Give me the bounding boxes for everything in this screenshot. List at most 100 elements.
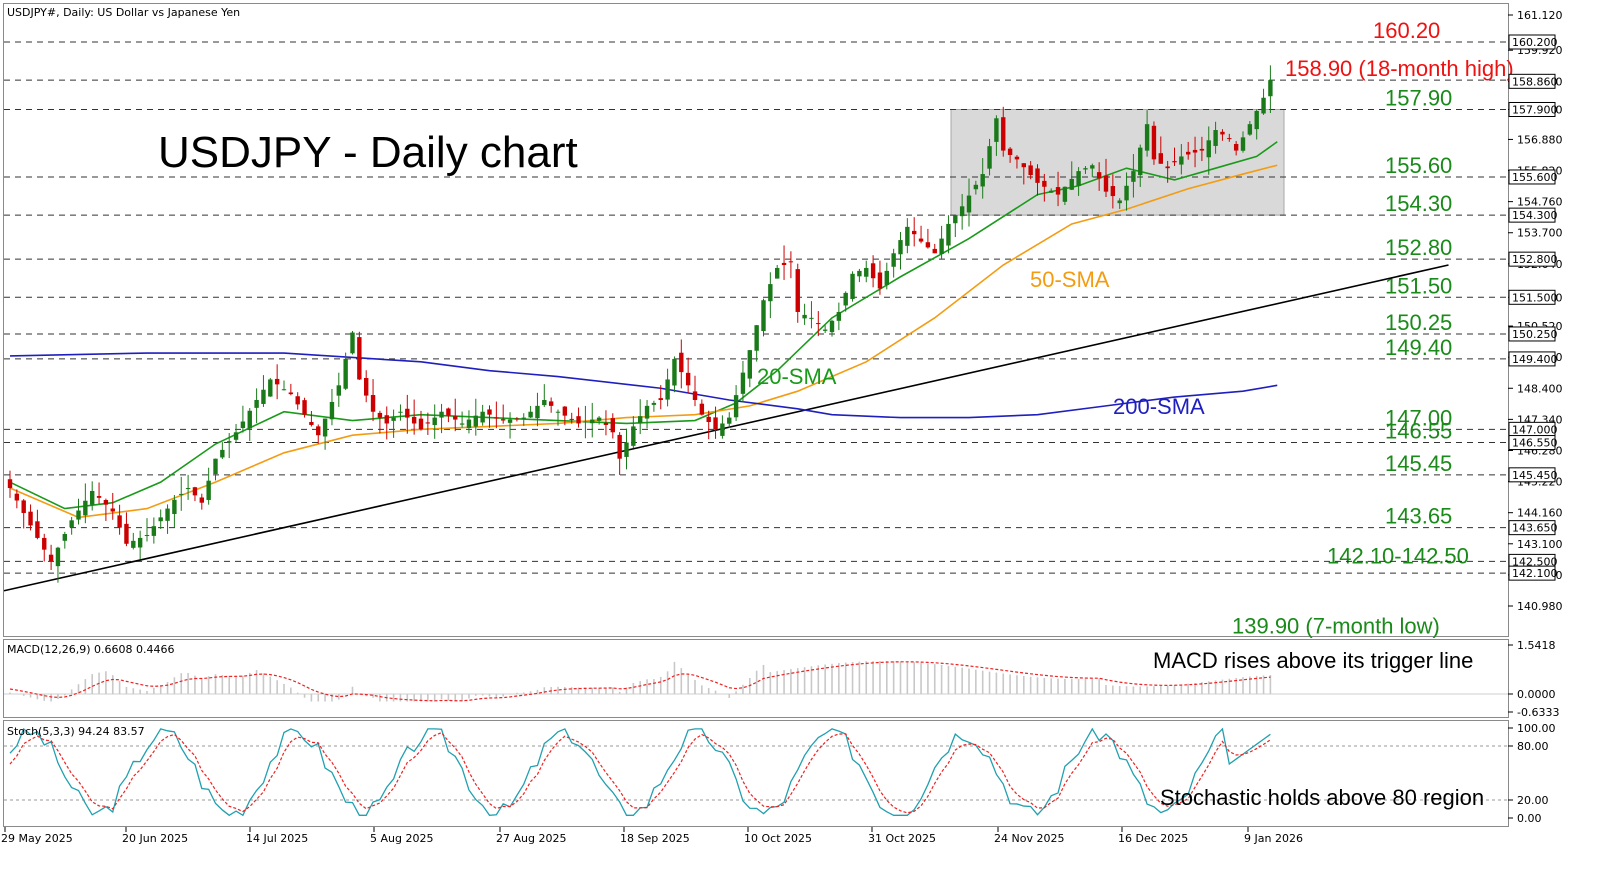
candle-body xyxy=(1131,171,1136,182)
candle-body xyxy=(912,230,917,235)
candle-body xyxy=(1158,153,1163,164)
candle-body xyxy=(14,493,20,501)
candle-body xyxy=(1014,156,1020,160)
candle-body xyxy=(1096,172,1102,179)
macd-axis-label: 0.0000 xyxy=(1517,688,1556,701)
candle-body xyxy=(329,401,335,420)
candle-body xyxy=(117,515,122,528)
candle-body xyxy=(288,392,294,395)
candle-body xyxy=(21,500,26,513)
stoch-panel-frame xyxy=(3,720,1509,827)
candle-body xyxy=(1110,186,1116,197)
candle-body xyxy=(192,487,198,496)
candle-body xyxy=(857,270,862,277)
axis-level-box xyxy=(1508,251,1556,267)
candle-body xyxy=(1261,97,1266,114)
candle-body xyxy=(364,377,369,396)
candle-body xyxy=(179,493,184,495)
candle-body xyxy=(343,358,348,389)
candle-body xyxy=(768,284,773,302)
candle-body xyxy=(569,418,574,420)
candle-body xyxy=(28,511,33,526)
sma50-label: 50-SMA xyxy=(1030,267,1110,292)
candle-body xyxy=(384,415,389,424)
candle-body xyxy=(610,418,615,433)
macd-annotation: MACD rises above its trigger line xyxy=(1153,648,1473,673)
candle-body xyxy=(864,267,869,277)
candle-body xyxy=(638,416,643,424)
candle-body xyxy=(185,488,191,490)
candle-body xyxy=(233,432,239,440)
candle-body xyxy=(918,238,924,242)
candle-body xyxy=(987,146,992,169)
candle-body xyxy=(1199,148,1205,151)
axis-level-box xyxy=(1508,73,1556,89)
candle-body xyxy=(713,417,718,430)
candle-body xyxy=(644,405,650,419)
axis-level-label: 154.300 xyxy=(1512,209,1558,222)
candle-body xyxy=(158,517,163,522)
candle-body xyxy=(706,416,711,423)
candle-body xyxy=(494,417,499,419)
candle-body xyxy=(727,417,732,424)
candle-body xyxy=(877,272,883,289)
candle-body xyxy=(939,238,944,255)
level-label: 157.90 xyxy=(1385,85,1452,110)
candle-body xyxy=(473,415,478,427)
x-axis-date-label: 27 Aug 2025 xyxy=(496,832,566,845)
candle-body xyxy=(1021,163,1026,168)
candle-body xyxy=(733,395,739,418)
candle-body xyxy=(83,500,88,516)
macd-info: MACD(12,26,9) 0.6608 0.4466 xyxy=(7,643,175,656)
level-label: 143.65 xyxy=(1385,504,1452,529)
candle-body xyxy=(761,300,766,332)
candle-body xyxy=(398,411,403,413)
axis-level-label: 142.500 xyxy=(1512,555,1558,568)
candle-body xyxy=(699,403,705,415)
candle-body xyxy=(1103,175,1109,192)
candle-body xyxy=(528,411,533,418)
candle-body xyxy=(151,526,157,536)
axis-tick-label: 144.160 xyxy=(1517,507,1563,520)
axis-level-label: 155.600 xyxy=(1512,171,1558,184)
axis-level-box xyxy=(1508,289,1556,305)
candle-body xyxy=(254,400,259,408)
candle-body xyxy=(247,410,252,429)
candle-body xyxy=(124,523,129,544)
axis-level-label: 152.800 xyxy=(1512,253,1558,266)
candle-body xyxy=(459,423,465,425)
candle-body xyxy=(651,402,657,405)
candle-body xyxy=(1069,178,1074,190)
stoch-annotation: Stochastic holds above 80 region xyxy=(1160,785,1484,810)
candle-body xyxy=(946,223,951,246)
candle-body xyxy=(1206,140,1211,158)
chart-title: USDJPY - Daily chart xyxy=(158,128,578,177)
candle-body xyxy=(172,499,177,514)
candle-body xyxy=(1179,156,1184,165)
candle-body xyxy=(90,490,95,505)
candle-body xyxy=(76,510,81,520)
axis-level-label: 160.200 xyxy=(1512,36,1558,49)
candle-body xyxy=(932,248,937,254)
macd-axis-label: 1.5418 xyxy=(1517,639,1556,652)
candle-body xyxy=(788,261,794,263)
level-label: 149.40 xyxy=(1385,335,1452,360)
candle-body xyxy=(391,417,396,421)
candle-body xyxy=(617,434,622,459)
candle-body xyxy=(1144,124,1150,151)
candle-body xyxy=(679,352,684,373)
candle-body xyxy=(131,540,136,548)
candle-body xyxy=(514,418,520,420)
candle-body xyxy=(891,253,896,267)
axis-level-box xyxy=(1508,207,1556,223)
candle-body xyxy=(501,419,506,421)
candle-body xyxy=(199,497,204,503)
axis-level-label: 150.250 xyxy=(1512,328,1558,341)
candle-body xyxy=(1007,148,1013,155)
candle-body xyxy=(69,520,74,528)
candle-body xyxy=(781,262,787,266)
sma200-line xyxy=(9,352,1278,419)
candle-body xyxy=(240,421,246,428)
candle-body xyxy=(55,547,61,567)
